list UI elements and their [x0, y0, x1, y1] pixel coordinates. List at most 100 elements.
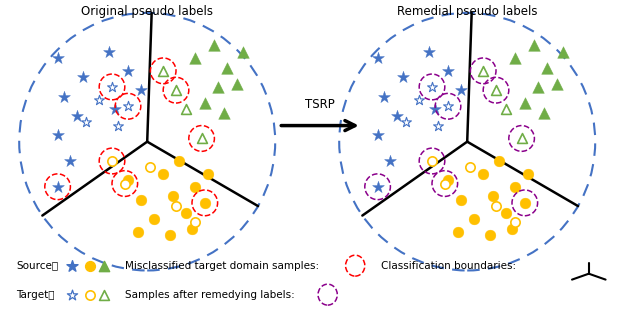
Point: [81, 120, 92, 125]
Point: [232, 81, 242, 86]
Point: [145, 165, 156, 170]
Point: [552, 81, 562, 86]
Point: [67, 263, 77, 268]
Point: [443, 68, 453, 73]
Point: [433, 123, 444, 128]
Point: [468, 216, 479, 222]
Point: [440, 181, 450, 186]
Text: Misclassified target domain samples:: Misclassified target domain samples:: [125, 260, 319, 271]
Text: TSRP: TSRP: [305, 98, 335, 111]
Point: [478, 171, 488, 176]
Point: [110, 107, 120, 112]
Point: [113, 123, 124, 128]
Point: [84, 263, 95, 268]
Point: [94, 97, 104, 102]
Point: [529, 43, 540, 48]
Point: [414, 97, 424, 102]
Point: [190, 55, 200, 61]
Point: [136, 197, 146, 202]
Point: [180, 107, 191, 112]
Text: Samples after remedying labels:: Samples after remedying labels:: [125, 289, 294, 300]
Point: [148, 216, 159, 222]
Point: [510, 55, 520, 61]
Point: [107, 84, 117, 90]
Point: [542, 65, 552, 70]
Point: [212, 84, 223, 90]
Point: [532, 84, 543, 90]
Point: [520, 100, 530, 106]
Point: [510, 220, 520, 225]
Point: [507, 226, 517, 231]
Point: [465, 165, 476, 170]
Point: [443, 104, 453, 109]
Point: [488, 194, 498, 199]
Point: [523, 171, 533, 176]
Point: [200, 200, 210, 205]
Point: [190, 184, 200, 189]
Point: [120, 181, 130, 186]
Point: [222, 65, 232, 70]
Point: [123, 178, 133, 183]
Point: [180, 210, 191, 215]
Point: [392, 113, 402, 118]
Point: [484, 232, 495, 238]
Point: [516, 136, 527, 141]
Text: Target：: Target：: [16, 289, 54, 300]
Point: [168, 194, 178, 199]
Point: [190, 220, 200, 225]
Point: [452, 229, 463, 234]
Point: [558, 49, 568, 54]
Point: [164, 232, 175, 238]
Point: [456, 88, 466, 93]
Point: [494, 158, 504, 164]
Point: [424, 49, 434, 54]
Point: [539, 110, 549, 115]
Point: [104, 49, 114, 54]
Point: [401, 120, 412, 125]
Point: [107, 158, 117, 164]
Point: [398, 75, 408, 80]
Point: [491, 204, 501, 209]
Point: [52, 133, 63, 138]
Point: [59, 94, 69, 99]
Point: [427, 84, 437, 90]
Point: [209, 43, 220, 48]
Point: [510, 184, 520, 189]
Point: [99, 263, 109, 268]
Point: [500, 107, 511, 112]
Point: [123, 68, 133, 73]
Point: [123, 104, 133, 109]
Point: [427, 158, 437, 164]
Point: [65, 158, 76, 164]
Point: [78, 75, 88, 80]
Point: [136, 88, 146, 93]
Point: [238, 49, 248, 54]
Point: [171, 204, 181, 209]
Point: [196, 136, 207, 141]
Point: [443, 178, 453, 183]
Point: [158, 68, 168, 73]
Point: [67, 292, 77, 297]
Text: Source：: Source：: [16, 260, 58, 271]
Point: [52, 55, 63, 61]
Point: [52, 184, 63, 189]
Point: [372, 184, 383, 189]
Point: [72, 113, 82, 118]
Point: [372, 133, 383, 138]
Point: [379, 94, 389, 99]
Point: [478, 68, 488, 73]
Point: [99, 292, 109, 297]
Point: [132, 229, 143, 234]
Point: [372, 55, 383, 61]
Point: [385, 158, 396, 164]
Point: [200, 100, 210, 106]
Point: [174, 158, 184, 164]
Point: [500, 210, 511, 215]
Point: [171, 88, 181, 93]
Point: [456, 197, 466, 202]
Point: [430, 107, 440, 112]
Point: [520, 200, 530, 205]
Point: [84, 292, 95, 297]
Point: [219, 110, 229, 115]
Point: [203, 171, 213, 176]
